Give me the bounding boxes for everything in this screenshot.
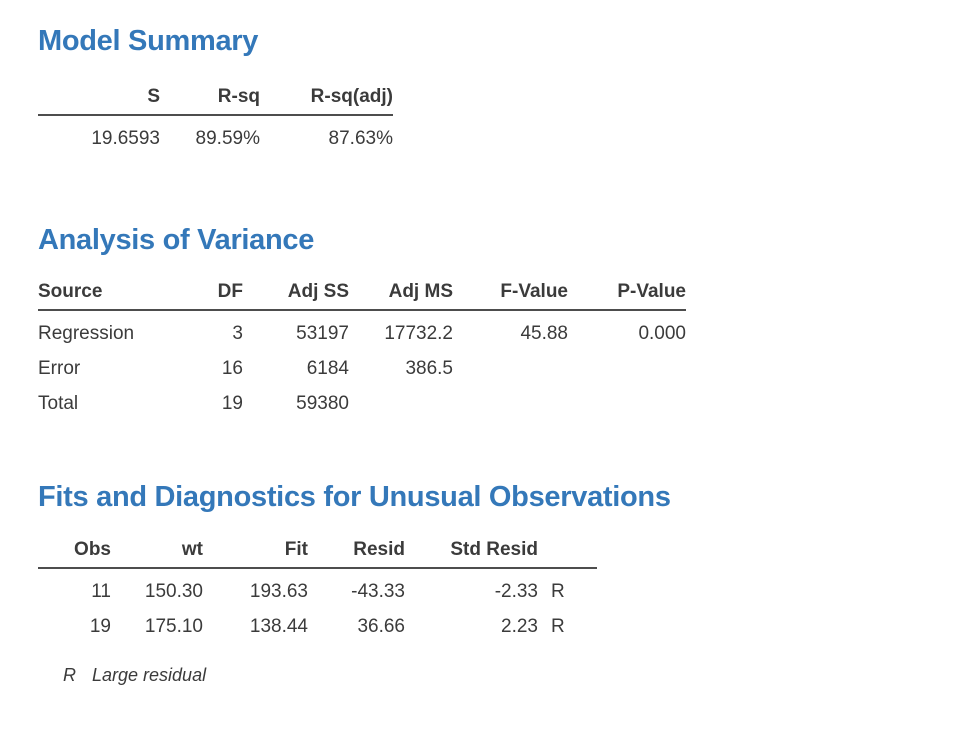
cell-p-value: 0.000 xyxy=(638,323,686,344)
cell-wt: 150.30 xyxy=(144,581,203,602)
cell-df: 19 xyxy=(221,393,243,414)
column-header-flag xyxy=(538,538,597,569)
cell-fit: 193.63 xyxy=(249,581,308,602)
column-header-fit: Fit xyxy=(203,538,308,569)
cell-rsq-adj-value: 87.63% xyxy=(328,128,393,149)
column-header-s: S xyxy=(38,85,160,116)
footnote-symbol: R xyxy=(63,665,76,685)
table-row-obs-19: 19 175.10 138.44 36.66 2.23 R xyxy=(38,604,597,639)
column-header-p-value: P-Value xyxy=(568,280,686,311)
cell-s-value: 19.6593 xyxy=(91,128,160,149)
column-header-adj-ms: Adj MS xyxy=(349,280,453,311)
residual-footnote: R Large residual xyxy=(63,665,968,686)
column-header-rsq: R-sq xyxy=(160,85,260,116)
cell-obs: 19 xyxy=(89,616,111,637)
column-header-df: DF xyxy=(150,280,243,311)
cell-p-value xyxy=(568,381,686,416)
column-header-source: Source xyxy=(38,280,150,311)
table-header-row: Source DF Adj SS Adj MS F-Value P-Value xyxy=(38,280,686,311)
table-row-obs-11: 11 150.30 193.63 -43.33 -2.33 R xyxy=(38,568,597,604)
unusual-observations-heading: Fits and Diagnostics for Unusual Observa… xyxy=(38,481,671,513)
column-header-rsq-adj: R-sq(adj) xyxy=(260,85,393,116)
column-header-wt: wt xyxy=(111,538,203,569)
cell-adj-ss: 6184 xyxy=(306,358,349,379)
cell-adj-ms: 386.5 xyxy=(405,358,453,379)
cell-f-value xyxy=(453,346,568,381)
cell-p-value xyxy=(568,346,686,381)
model-summary-table: S R-sq R-sq(adj) 19.6593 89.59% 87.63% xyxy=(38,85,393,151)
cell-source: Total xyxy=(38,393,79,414)
cell-df: 3 xyxy=(232,323,243,344)
column-header-std-resid: Std Resid xyxy=(405,538,538,569)
table-row-total: Total 19 59380 xyxy=(38,381,686,416)
cell-std-resid: 2.23 xyxy=(501,616,538,637)
output-pane: Model Summary S R-sq R-sq(adj) 19.6593 8… xyxy=(38,25,968,686)
cell-wt: 175.10 xyxy=(144,616,203,637)
cell-residual-flag: R xyxy=(551,616,565,637)
cell-std-resid: -2.33 xyxy=(494,581,538,602)
cell-f-value: 45.88 xyxy=(520,323,568,344)
cell-residual-flag: R xyxy=(551,581,565,602)
cell-df: 16 xyxy=(221,358,243,379)
cell-adj-ss: 59380 xyxy=(296,393,349,414)
cell-resid: -43.33 xyxy=(351,581,405,602)
unusual-observations-table: Obs wt Fit Resid Std Resid 11 150.30 193… xyxy=(38,538,597,639)
anova-table: Source DF Adj SS Adj MS F-Value P-Value … xyxy=(38,280,686,416)
cell-adj-ms: 17732.2 xyxy=(384,323,453,344)
anova-heading: Analysis of Variance xyxy=(38,224,315,256)
cell-fit: 138.44 xyxy=(249,616,308,637)
column-header-resid: Resid xyxy=(308,538,405,569)
table-header-row: S R-sq R-sq(adj) xyxy=(38,85,393,116)
table-row-regression: Regression 3 53197 17732.2 45.88 0.000 xyxy=(38,310,686,346)
column-header-obs: Obs xyxy=(38,538,111,569)
cell-rsq-value: 89.59% xyxy=(195,128,260,149)
model-summary-heading: Model Summary xyxy=(38,25,259,57)
cell-adj-ms xyxy=(349,381,453,416)
cell-source: Error xyxy=(38,358,81,379)
cell-resid: 36.66 xyxy=(357,616,405,637)
table-header-row: Obs wt Fit Resid Std Resid xyxy=(38,538,597,569)
cell-obs: 11 xyxy=(91,581,111,602)
column-header-f-value: F-Value xyxy=(453,280,568,311)
cell-adj-ss: 53197 xyxy=(296,323,349,344)
column-header-adj-ss: Adj SS xyxy=(243,280,349,311)
table-row-error: Error 16 6184 386.5 xyxy=(38,346,686,381)
table-row: 19.6593 89.59% 87.63% xyxy=(38,115,393,151)
cell-f-value xyxy=(453,381,568,416)
footnote-text: Large residual xyxy=(92,665,207,685)
cell-source: Regression xyxy=(38,323,135,344)
